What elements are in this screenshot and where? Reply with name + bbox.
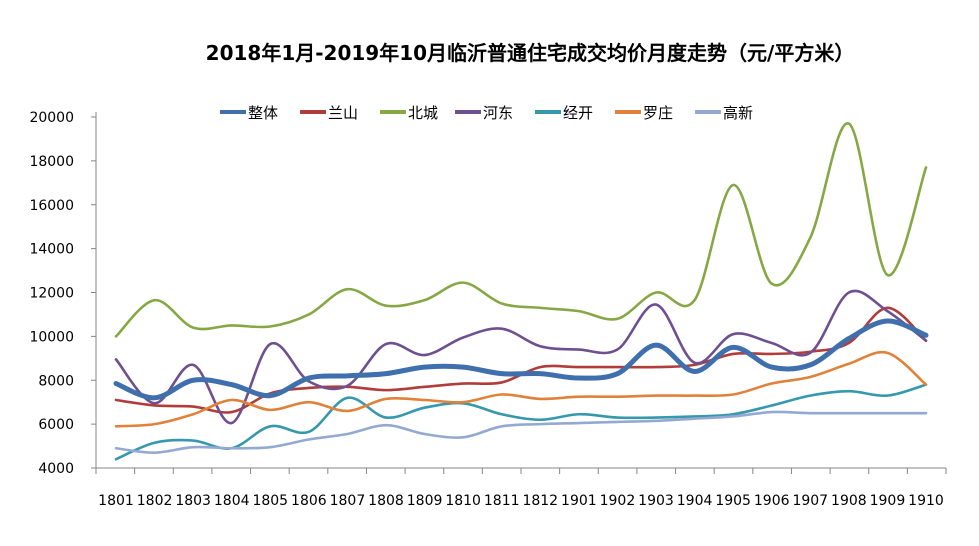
x-tick-label: 1905 — [715, 493, 751, 509]
x-tick-label: 1904 — [677, 493, 713, 509]
legend: 整体 兰山 北城 河东 经开 罗庄 高新 — [220, 104, 753, 122]
y-tick-label: 18000 — [29, 154, 74, 170]
series-line-1 — [113, 318, 929, 401]
x-tick-label: 1803 — [175, 493, 211, 509]
x-tick-label: 1908 — [831, 493, 867, 509]
x-tick-label: 1806 — [291, 493, 327, 509]
x-tick-label: 1906 — [754, 493, 790, 509]
series-line-5 — [114, 383, 928, 461]
x-tick-label: 1812 — [522, 493, 558, 509]
x-tick-label: 1801 — [98, 493, 134, 509]
y-tick-label: 8000 — [38, 373, 74, 389]
x-tick-label: 1807 — [330, 493, 366, 509]
x-tick-label: 1810 — [445, 493, 481, 509]
y-tick-label: 6000 — [38, 417, 74, 433]
x-tick-label: 1902 — [600, 493, 636, 509]
x-tick-label: 1907 — [792, 493, 828, 509]
x-tick-label: 1804 — [214, 493, 250, 509]
series-line-6 — [114, 350, 928, 428]
legend-label: 经开 — [563, 104, 593, 122]
x-tick-label: 1909 — [870, 493, 906, 509]
x-tick-label: 1811 — [484, 493, 520, 509]
legend-label: 高新 — [723, 104, 753, 122]
legend-label: 整体 — [248, 104, 278, 122]
series-line-7 — [114, 410, 928, 454]
x-tick-label: 1901 — [561, 493, 597, 509]
x-tick-label: 1805 — [252, 493, 288, 509]
y-tick-label: 12000 — [29, 286, 74, 302]
chart-title: 2018年1月-2019年10月临沂普通住宅成交均价月度走势（元/平方米） — [206, 41, 855, 65]
x-tick-label: 1910 — [908, 493, 944, 509]
series-lines — [113, 122, 929, 461]
x-tick-label: 1903 — [638, 493, 674, 509]
legend-label: 北城 — [408, 104, 438, 122]
y-tick-label: 10000 — [29, 329, 74, 345]
x-tick-label: 1802 — [137, 493, 173, 509]
x-tick-label: 1809 — [407, 493, 443, 509]
y-tick-label: 14000 — [29, 242, 74, 258]
series-line-4 — [114, 289, 928, 425]
y-tick-label: 16000 — [29, 198, 74, 214]
axes: 4000 6000 8000 10000 12000 14000 16000 18000 200… — [29, 110, 947, 509]
y-tick-label: 20000 — [29, 110, 74, 126]
legend-label: 罗庄 — [643, 104, 673, 122]
legend-label: 兰山 — [328, 104, 358, 122]
y-tick-label: 4000 — [38, 461, 74, 477]
series-line-3 — [114, 122, 928, 338]
x-tick-label: 1808 — [368, 493, 404, 509]
legend-label: 河东 — [483, 104, 513, 122]
